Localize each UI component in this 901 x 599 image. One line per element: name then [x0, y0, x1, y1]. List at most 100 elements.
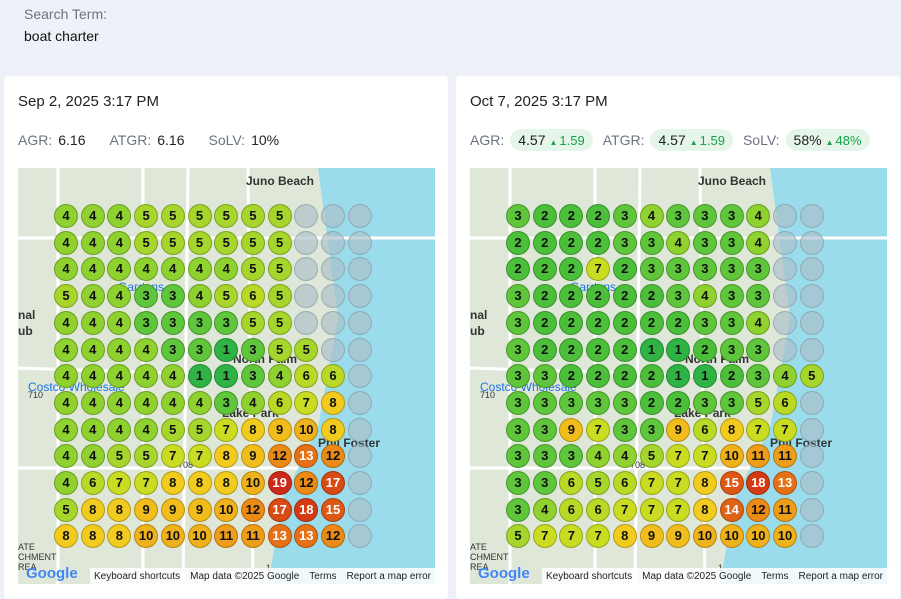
rank-pin[interactable]: 12: [294, 471, 319, 495]
rank-pin[interactable]: [347, 497, 372, 522]
rank-pin[interactable]: 4: [80, 284, 105, 309]
rank-pin[interactable]: 2: [559, 310, 584, 335]
rank-pin[interactable]: 6: [692, 417, 717, 442]
rank-pin[interactable]: 2: [586, 284, 611, 309]
rank-pin[interactable]: 4: [80, 417, 105, 442]
rank-pin[interactable]: [321, 230, 345, 255]
rank-pin[interactable]: 2: [532, 204, 557, 228]
rank-pin[interactable]: [347, 471, 372, 495]
rank-pin[interactable]: 5: [134, 444, 159, 469]
rank-pin[interactable]: [321, 337, 345, 362]
rank-pin[interactable]: 3: [666, 204, 691, 228]
rank-pin[interactable]: 10: [773, 524, 797, 549]
rank-pin[interactable]: 4: [54, 364, 78, 389]
rank-pin[interactable]: 4: [107, 390, 132, 415]
rank-pin[interactable]: 2: [586, 204, 611, 228]
rank-pin[interactable]: [321, 310, 345, 335]
rank-pin[interactable]: 2: [559, 284, 584, 309]
rank-pin[interactable]: 3: [506, 497, 530, 522]
rank-pin[interactable]: 2: [506, 230, 530, 255]
rank-pin[interactable]: 2: [666, 390, 691, 415]
rank-pin[interactable]: [799, 337, 824, 362]
rank-pin[interactable]: 4: [80, 444, 105, 469]
rank-pin[interactable]: 3: [506, 444, 530, 469]
rank-pin[interactable]: 3: [532, 417, 557, 442]
rank-pin[interactable]: 8: [80, 524, 105, 549]
rank-pin[interactable]: 4: [187, 284, 212, 309]
rank-pin[interactable]: 2: [532, 230, 557, 255]
rank-pin[interactable]: 4: [187, 257, 212, 282]
rank-pin[interactable]: 3: [506, 364, 530, 389]
rank-pin[interactable]: 5: [240, 204, 265, 228]
rank-pin[interactable]: 12: [321, 444, 345, 469]
rank-pin[interactable]: 3: [506, 284, 530, 309]
rank-pin[interactable]: 3: [532, 444, 557, 469]
rank-pin[interactable]: 2: [559, 337, 584, 362]
rank-pin[interactable]: 13: [294, 524, 319, 549]
rank-pin[interactable]: 5: [160, 204, 185, 228]
rank-pin[interactable]: 8: [107, 524, 132, 549]
rank-pin[interactable]: 3: [506, 204, 530, 228]
rank-pin[interactable]: 7: [666, 444, 691, 469]
rank-pin[interactable]: 7: [639, 471, 664, 495]
rank-pin[interactable]: [294, 230, 319, 255]
rank-pin[interactable]: 5: [267, 204, 292, 228]
rank-pin[interactable]: 11: [773, 444, 797, 469]
rank-pin[interactable]: 8: [107, 497, 132, 522]
rank-pin[interactable]: 3: [240, 337, 265, 362]
rank-pin[interactable]: 3: [639, 230, 664, 255]
rank-pin[interactable]: 18: [746, 471, 771, 495]
rank-pin[interactable]: 8: [80, 497, 105, 522]
rank-pin[interactable]: 3: [612, 230, 637, 255]
rank-pin[interactable]: 2: [639, 390, 664, 415]
rank-pin[interactable]: 10: [187, 524, 212, 549]
rank-pin[interactable]: 5: [506, 524, 530, 549]
rank-pin[interactable]: 10: [719, 444, 744, 469]
rank-pin[interactable]: [347, 444, 372, 469]
rank-pin[interactable]: [799, 284, 824, 309]
rank-pin[interactable]: 2: [639, 364, 664, 389]
rank-pin[interactable]: [321, 257, 345, 282]
rank-pin[interactable]: 4: [54, 257, 78, 282]
rank-pin[interactable]: 4: [586, 444, 611, 469]
rank-pin[interactable]: 5: [107, 444, 132, 469]
rank-pin[interactable]: 3: [214, 390, 239, 415]
rank-pin[interactable]: 4: [54, 471, 78, 495]
rank-pin[interactable]: [773, 284, 797, 309]
rank-pin[interactable]: 2: [719, 364, 744, 389]
rank-pin[interactable]: 4: [267, 364, 292, 389]
rank-pin[interactable]: [347, 230, 372, 255]
rank-pin[interactable]: 3: [160, 310, 185, 335]
rank-pin[interactable]: 7: [532, 524, 557, 549]
rank-pin[interactable]: 8: [187, 471, 212, 495]
rank-pin[interactable]: 3: [506, 471, 530, 495]
rank-pin[interactable]: 11: [240, 524, 265, 549]
rank-pin[interactable]: 13: [267, 524, 292, 549]
rank-pin[interactable]: [347, 337, 372, 362]
rank-pin[interactable]: 8: [240, 417, 265, 442]
rank-pin[interactable]: 2: [612, 284, 637, 309]
rank-pin[interactable]: 2: [506, 257, 530, 282]
rank-pin[interactable]: [294, 257, 319, 282]
keyboard-shortcuts-link[interactable]: Keyboard shortcuts: [545, 570, 633, 582]
rank-pin[interactable]: 5: [746, 390, 771, 415]
rank-pin[interactable]: 5: [214, 284, 239, 309]
rank-pin[interactable]: 3: [719, 204, 744, 228]
rank-pin[interactable]: 7: [586, 257, 611, 282]
rank-pin[interactable]: 3: [187, 337, 212, 362]
rank-pin[interactable]: 4: [134, 257, 159, 282]
rank-pin[interactable]: 4: [107, 284, 132, 309]
rank-pin[interactable]: 19: [267, 471, 292, 495]
rank-pin[interactable]: 5: [267, 310, 292, 335]
rank-pin[interactable]: 3: [160, 284, 185, 309]
rank-pin[interactable]: 4: [107, 337, 132, 362]
rank-pin[interactable]: 4: [107, 417, 132, 442]
rank-pin[interactable]: 4: [80, 390, 105, 415]
rank-pin[interactable]: 12: [240, 497, 265, 522]
rank-pin[interactable]: 4: [134, 337, 159, 362]
rank-pin[interactable]: 10: [214, 497, 239, 522]
rank-pin[interactable]: [347, 284, 372, 309]
rank-pin[interactable]: [799, 257, 824, 282]
rank-pin[interactable]: 6: [80, 471, 105, 495]
rank-pin[interactable]: 18: [294, 497, 319, 522]
